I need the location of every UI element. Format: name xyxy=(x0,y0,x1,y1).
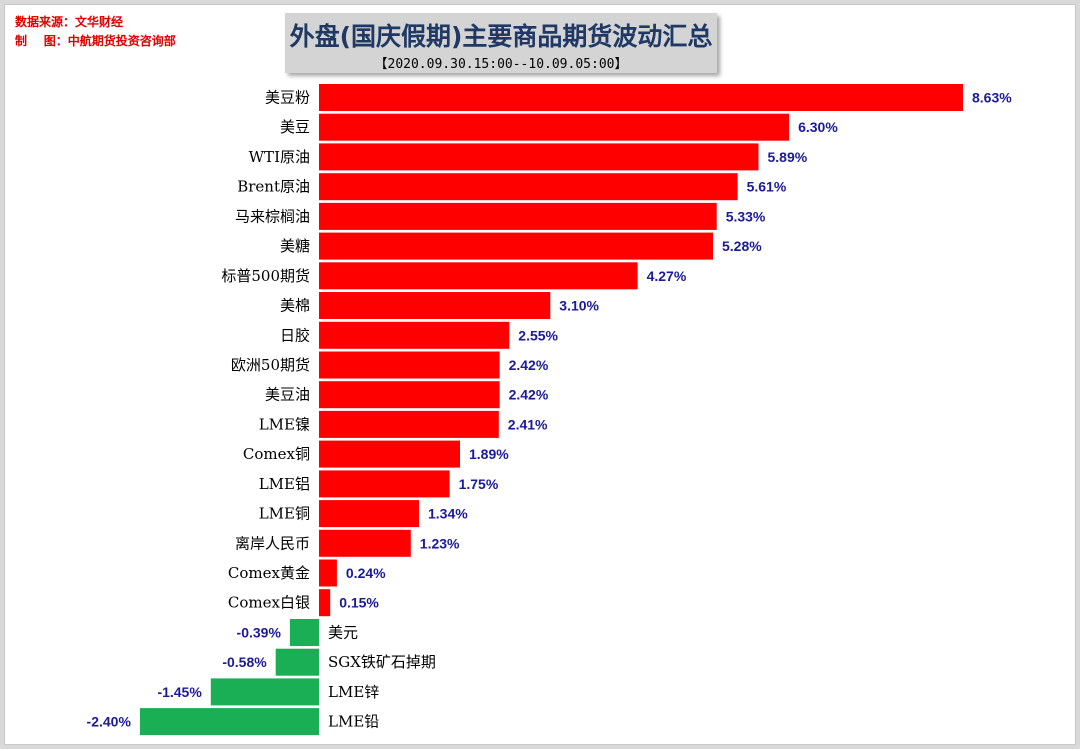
category-label: 离岸人民币 xyxy=(235,534,310,552)
bar xyxy=(319,470,450,498)
category-label: LME锌 xyxy=(328,683,379,701)
maker-note: 制 图：中航期货投资咨询部 xyxy=(15,34,176,48)
bar xyxy=(275,648,319,676)
value-label: 2.42% xyxy=(509,387,549,403)
bar xyxy=(319,232,713,260)
category-label: Comex白银 xyxy=(228,594,310,612)
value-label: 1.89% xyxy=(469,446,509,462)
bar xyxy=(319,440,460,468)
bar xyxy=(319,143,759,171)
value-label: 8.63% xyxy=(972,90,1012,106)
value-label: 5.89% xyxy=(768,149,808,165)
category-label: 标普500期货 xyxy=(221,267,310,285)
source-note: 数据来源：文华财经 xyxy=(15,15,124,29)
value-label: 1.34% xyxy=(428,506,468,522)
chart-title: 外盘(国庆假期)主要商品期货波动汇总 xyxy=(289,22,713,51)
bar xyxy=(319,262,638,290)
bar xyxy=(319,559,337,587)
bar xyxy=(319,202,717,230)
value-label: 5.28% xyxy=(722,238,762,254)
bar xyxy=(319,410,499,438)
bar xyxy=(289,619,319,646)
category-label: LME镍 xyxy=(259,415,310,433)
title-box: 外盘(国庆假期)主要商品期货波动汇总 【2020.09.30.15:00--10… xyxy=(285,13,717,73)
value-label: 5.33% xyxy=(726,208,766,224)
value-label: 6.30% xyxy=(798,119,838,135)
value-label: 3.10% xyxy=(559,298,599,314)
category-label: Brent原油 xyxy=(237,178,310,196)
bar xyxy=(319,84,963,111)
bar xyxy=(319,173,738,201)
bar xyxy=(210,678,319,706)
bar xyxy=(319,381,500,409)
category-label: LME铅 xyxy=(328,713,379,731)
value-label: 2.42% xyxy=(509,357,549,373)
category-label: 美棉 xyxy=(280,297,310,315)
category-label: 美糖 xyxy=(280,237,310,255)
bar xyxy=(319,113,790,141)
bar xyxy=(139,708,319,736)
category-label: 美豆油 xyxy=(265,386,310,404)
category-label: LME铝 xyxy=(259,475,310,493)
value-label: 1.23% xyxy=(420,535,460,551)
value-label: -0.58% xyxy=(222,654,267,670)
value-label: 0.15% xyxy=(339,595,379,611)
category-label: 马来棕榈油 xyxy=(235,207,310,225)
category-label: 日胶 xyxy=(280,326,310,344)
category-label: LME铜 xyxy=(259,505,310,523)
value-label: -1.45% xyxy=(157,684,202,700)
bar xyxy=(319,292,551,319)
value-label: 5.61% xyxy=(747,179,787,195)
value-label: 1.75% xyxy=(459,476,499,492)
bar xyxy=(319,589,331,617)
value-label: 0.24% xyxy=(346,565,386,581)
category-label: 美元 xyxy=(328,624,358,642)
category-label: Comex黄金 xyxy=(228,564,310,582)
bar xyxy=(319,351,500,379)
value-label: -2.40% xyxy=(87,714,132,730)
value-label: -0.39% xyxy=(237,625,282,641)
category-label: Comex铜 xyxy=(243,445,310,463)
category-label: 美豆粉 xyxy=(265,89,310,107)
category-label: WTI原油 xyxy=(249,148,310,166)
category-label: SGX铁矿石掉期 xyxy=(328,653,436,671)
bar xyxy=(319,500,419,528)
value-label: 2.55% xyxy=(518,327,558,343)
value-label: 4.27% xyxy=(647,268,687,284)
bar xyxy=(319,321,510,349)
category-label: 美豆 xyxy=(280,118,310,136)
chart-subtitle: 【2020.09.30.15:00--10.09.05:00】 xyxy=(374,57,628,72)
bar xyxy=(319,529,411,557)
category-label: 欧洲50期货 xyxy=(231,356,310,374)
value-label: 2.41% xyxy=(508,416,548,432)
